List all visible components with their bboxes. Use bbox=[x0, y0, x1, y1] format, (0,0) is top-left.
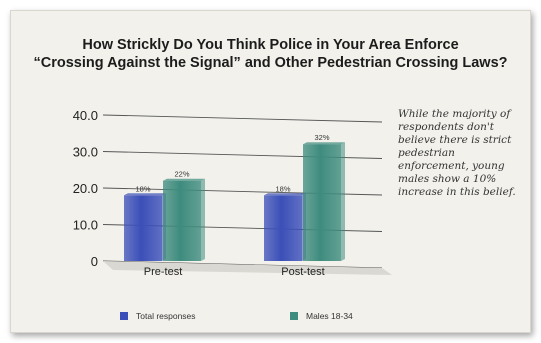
legend-item-total: Total responses bbox=[120, 311, 196, 321]
chart-title-line-2: “Crossing Against the Signal” and Other … bbox=[33, 55, 508, 71]
bar bbox=[264, 195, 302, 261]
legend-swatch-total bbox=[120, 312, 128, 320]
x-category-label: Pre-test bbox=[144, 266, 183, 278]
chart-floor bbox=[103, 261, 392, 275]
y-tick-label: 30.0 bbox=[73, 145, 98, 160]
chart-title-line-1: How Strickly Do You Think Police in Your… bbox=[82, 37, 459, 53]
x-category-label: Post-test bbox=[281, 266, 324, 278]
y-tick-label: 0 bbox=[91, 254, 98, 269]
bar-top bbox=[124, 193, 166, 196]
y-tick-label: 40.0 bbox=[73, 108, 98, 123]
legend-label-total: Total responses bbox=[136, 311, 196, 321]
legend-swatch-males bbox=[290, 312, 298, 320]
chart-card bbox=[10, 10, 531, 333]
bar-value-label: 18% bbox=[135, 184, 150, 193]
bar-value-label: 22% bbox=[174, 170, 189, 179]
bar-side bbox=[201, 178, 205, 261]
legend-label-males: Males 18-34 bbox=[306, 311, 353, 321]
bar bbox=[124, 195, 162, 261]
bar-side bbox=[341, 142, 345, 261]
bar-top bbox=[264, 193, 306, 196]
bar bbox=[303, 144, 341, 261]
bar-value-label: 32% bbox=[314, 133, 329, 142]
legend-item-males: Males 18-34 bbox=[290, 311, 353, 321]
bar-value-label: 18% bbox=[275, 184, 290, 193]
bar-top bbox=[303, 142, 345, 145]
y-tick-label: 10.0 bbox=[73, 218, 98, 233]
y-tick-label: 20.0 bbox=[73, 181, 98, 196]
chart-annotation: While the majority of respondents don't … bbox=[398, 108, 516, 198]
gridline bbox=[102, 114, 383, 123]
bar-top bbox=[163, 178, 205, 181]
bar bbox=[163, 180, 201, 261]
